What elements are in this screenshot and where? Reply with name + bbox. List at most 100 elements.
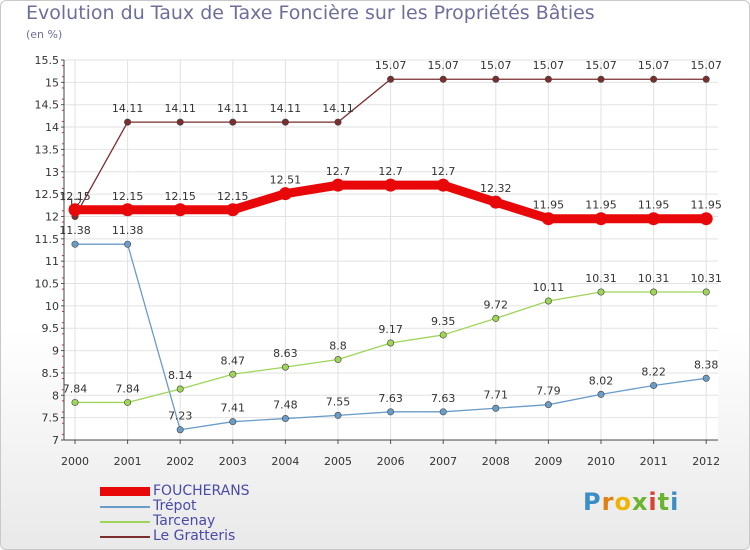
data-label: 10.31 bbox=[585, 272, 617, 285]
brand-logo: Proxiti bbox=[583, 488, 679, 516]
data-point bbox=[492, 75, 500, 83]
data-label: 7.48 bbox=[273, 399, 298, 412]
data-label: 12.7 bbox=[378, 165, 403, 178]
data-label: 8.02 bbox=[589, 374, 614, 387]
data-point bbox=[387, 339, 395, 347]
data-label: 7.63 bbox=[431, 392, 456, 405]
x-tick-label: 2011 bbox=[640, 455, 668, 468]
data-label: 8.38 bbox=[694, 358, 719, 371]
data-point bbox=[68, 203, 82, 217]
data-point bbox=[121, 203, 135, 217]
data-label: 15.07 bbox=[480, 59, 512, 72]
data-label: 12.32 bbox=[480, 182, 512, 195]
legend-swatch bbox=[100, 506, 150, 508]
x-tick-label: 2002 bbox=[166, 455, 194, 468]
legend-label: FOUCHERANS bbox=[153, 483, 250, 499]
data-point bbox=[281, 118, 289, 126]
data-label: 8.14 bbox=[168, 369, 193, 382]
data-label: 11.95 bbox=[638, 199, 670, 212]
x-tick-label: 2010 bbox=[587, 455, 615, 468]
data-point bbox=[541, 212, 555, 226]
data-point bbox=[281, 415, 289, 423]
data-point bbox=[71, 240, 79, 248]
y-tick-label: 10 bbox=[45, 300, 59, 313]
y-tick-label: 12.5 bbox=[35, 188, 60, 201]
y-tick-label: 8.5 bbox=[42, 367, 60, 380]
x-tick-label: 2000 bbox=[61, 455, 89, 468]
data-label: 8.22 bbox=[641, 365, 666, 378]
y-tick-label: 8 bbox=[52, 389, 59, 402]
data-label: 14.11 bbox=[217, 102, 249, 115]
data-point bbox=[544, 401, 552, 409]
data-point bbox=[647, 212, 661, 226]
data-point bbox=[436, 178, 450, 192]
data-point bbox=[597, 390, 605, 398]
y-tick-label: 10.5 bbox=[35, 278, 60, 291]
data-point bbox=[597, 75, 605, 83]
data-label: 12.15 bbox=[164, 190, 196, 203]
data-point bbox=[699, 212, 713, 226]
legend-label: Trépot bbox=[153, 498, 197, 514]
y-tick-label: 9.5 bbox=[42, 322, 60, 335]
data-point bbox=[334, 118, 342, 126]
data-label: 12.7 bbox=[326, 165, 351, 178]
data-point bbox=[702, 75, 710, 83]
data-label: 15.07 bbox=[533, 59, 565, 72]
data-point bbox=[439, 75, 447, 83]
data-point bbox=[492, 314, 500, 322]
data-label: 12.15 bbox=[59, 190, 91, 203]
data-label: 14.11 bbox=[112, 102, 144, 115]
data-label: 15.07 bbox=[375, 59, 407, 72]
series-tarcenay: 7.84 7.84 8.14 8.47 8.63 8.8 9.17 9.35 9.72 10.11… bbox=[63, 272, 722, 406]
data-label: 11.95 bbox=[690, 199, 722, 212]
y-tick-label: 12 bbox=[45, 210, 59, 223]
data-label: 10.31 bbox=[690, 272, 722, 285]
y-tick-label: 11 bbox=[45, 255, 59, 268]
data-label: 11.95 bbox=[533, 199, 565, 212]
legend-swatch bbox=[100, 536, 150, 538]
data-point bbox=[176, 426, 184, 434]
data-point bbox=[229, 118, 237, 126]
data-point bbox=[650, 75, 658, 83]
data-label: 8.47 bbox=[221, 354, 246, 367]
data-label: 15.07 bbox=[585, 59, 617, 72]
y-tick-label: 13 bbox=[45, 166, 59, 179]
logo-letter: r bbox=[601, 488, 615, 516]
data-label: 11.38 bbox=[112, 224, 144, 237]
data-label: 7.23 bbox=[168, 410, 193, 423]
data-label: 7.63 bbox=[378, 392, 403, 405]
data-label: 9.72 bbox=[484, 298, 509, 311]
y-tick-label: 15 bbox=[45, 76, 59, 89]
data-point bbox=[702, 288, 710, 296]
x-tick-label: 2008 bbox=[482, 455, 510, 468]
data-point bbox=[594, 212, 608, 226]
data-point bbox=[702, 374, 710, 382]
data-point bbox=[71, 398, 79, 406]
data-point bbox=[489, 195, 503, 209]
data-label: 8.63 bbox=[273, 347, 298, 360]
y-tick-label: 9 bbox=[52, 345, 59, 358]
y-tick-label: 7.5 bbox=[42, 412, 60, 425]
logo-letter: i bbox=[648, 488, 658, 516]
y-tick-label: 13.5 bbox=[35, 143, 60, 156]
x-tick-label: 2012 bbox=[692, 455, 720, 468]
series-tr-pot: 11.38 11.387.237.41 7.48 7.55 7.63 7.63 7.71 7.… bbox=[59, 224, 719, 434]
data-label: 15.07 bbox=[690, 59, 722, 72]
x-tick-label: 2003 bbox=[219, 455, 247, 468]
y-tick-label: 7 bbox=[52, 434, 59, 447]
legend-label: Tarcenay bbox=[153, 513, 216, 529]
data-label: 7.55 bbox=[326, 395, 351, 408]
data-label: 15.07 bbox=[638, 59, 670, 72]
data-label: 9.35 bbox=[431, 315, 456, 328]
y-tick-label: 15.5 bbox=[35, 54, 60, 67]
data-point bbox=[124, 118, 132, 126]
x-tick-label: 2001 bbox=[114, 455, 142, 468]
data-point bbox=[387, 75, 395, 83]
data-point bbox=[176, 118, 184, 126]
logo-letter: P bbox=[583, 488, 602, 516]
data-point bbox=[176, 385, 184, 393]
data-point bbox=[281, 363, 289, 371]
data-label: 12.7 bbox=[431, 165, 456, 178]
chart-title: Evolution du Taux de Taxe Foncière sur l… bbox=[26, 2, 595, 24]
